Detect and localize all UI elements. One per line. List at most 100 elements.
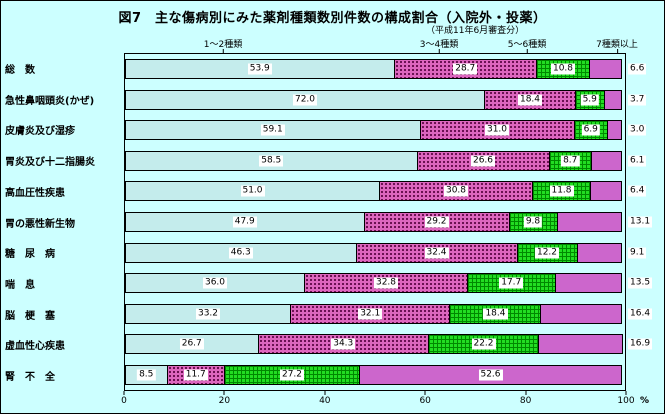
value-label: 58.5 [259, 155, 284, 167]
value-label-outside: 16.4 [628, 308, 653, 320]
value-label-outside: 16.9 [628, 338, 653, 350]
stacked-bar: 46.3 32.4 12.2 [125, 242, 625, 263]
bar-row: 13.1 47.9 29.2 9.8 [125, 207, 653, 238]
legend-item-1-2: 1～2種類 [204, 37, 242, 54]
value-label: 26.7 [179, 338, 204, 350]
bar-segment-s2: 11.7 [166, 364, 225, 385]
bar-segment-s3: 22.2 [428, 334, 539, 355]
value-label: 8.7 [561, 155, 580, 167]
value-label: 18.4 [517, 94, 543, 106]
value-label: 32.4 [424, 247, 449, 259]
bar-segment-s4 [554, 273, 622, 294]
value-label: 46.3 [228, 247, 253, 259]
value-label-outside: 6.1 [628, 155, 647, 167]
value-label: 26.6 [470, 155, 496, 167]
bar-row: 3.0 59.1 31.0 6.9 [125, 115, 647, 146]
chart-title: 図7 主な傷病別にみた薬剤種類数別件数の構成割合（入院外・投薬） [118, 11, 547, 26]
legend: 1～2種類 3～4種類 5～6種類 7種類以上 [1, 1, 664, 54]
bar-segment-s2: 29.2 [363, 212, 510, 232]
stacked-bar: 51.0 30.8 11.8 [125, 181, 625, 202]
x-axis: 0 20 40 60 80 100% [121, 391, 649, 413]
value-label: 33.2 [195, 308, 221, 320]
value-label: 9.8 [523, 216, 543, 228]
bar-segment-s2: 31.0 [419, 120, 575, 141]
value-label: 30.8 [443, 185, 469, 197]
bar-segment-s2: 32.4 [355, 242, 518, 263]
stacked-bar: 58.5 26.6 8.7 [125, 150, 625, 171]
bar-segment-s1: 36.0 [125, 273, 305, 294]
axis-tick [525, 391, 527, 395]
value-label-outside: 3.7 [628, 94, 647, 106]
axis-tick-label: 100 [617, 396, 635, 406]
bar-row: 9.1 46.3 32.4 12.2 [125, 237, 647, 268]
axis-tick [324, 391, 326, 395]
value-label: 17.7 [499, 277, 524, 289]
category-label: 総 数 [5, 64, 35, 76]
stacked-bar: 26.7 34.3 22.2 [125, 334, 625, 355]
axis-tick [223, 391, 225, 395]
bar-segment-s3: 27.2 [224, 364, 360, 385]
stacked-bar: 8.5 11.7 27.2 52.6 [125, 364, 625, 385]
axis-unit-label: % [640, 396, 650, 406]
bar-segment-s4 [538, 334, 623, 355]
category-label: 胃炎及び十二指腸炎 [5, 157, 95, 169]
category-label: 糖 尿 病 [5, 249, 55, 261]
bar-segment-s4 [576, 242, 622, 263]
axis-tick [625, 391, 627, 395]
category-label: 腎 不 全 [5, 372, 55, 384]
value-label: 31.0 [484, 124, 510, 136]
stacked-bar: 36.0 32.8 17.7 [125, 273, 625, 294]
category-label: 皮膚炎及び湿疹 [5, 126, 75, 138]
bar-segment-s3: 5.9 [575, 89, 605, 110]
bar-segment-s3: 11.8 [532, 181, 591, 202]
bar-row: 6.4 51.0 30.8 11.8 [125, 176, 647, 207]
axis-tick-label: 40 [319, 396, 331, 406]
bar-segment-s1: 46.3 [125, 242, 357, 263]
legend-item-3-4: 3～4種類 [420, 37, 458, 54]
axis-tick [123, 391, 125, 395]
legend-item-5-6: 5～6種類 [508, 37, 546, 54]
axis-tick [424, 391, 426, 395]
value-label: 11.7 [183, 369, 208, 381]
bar-segment-s2: 30.8 [379, 181, 533, 202]
bar-segment-s3: 9.8 [508, 212, 558, 232]
stacked-bar: 33.2 32.1 18.4 [125, 303, 625, 324]
bar-segment-s1: 26.7 [125, 334, 259, 355]
axis-tick-label: 80 [519, 396, 532, 406]
bar-segment-s4 [590, 181, 622, 202]
value-label: 11.8 [549, 185, 574, 197]
bar-segment-s1: 59.1 [125, 120, 421, 141]
value-label: 59.1 [260, 124, 285, 136]
bar-segment-s1: 51.0 [125, 181, 380, 202]
value-label: 34.3 [331, 338, 356, 350]
bar-segment-s2: 18.4 [484, 89, 576, 110]
bar-row: 8.5 11.7 27.2 52.6 [125, 359, 625, 390]
bar-segment-s1: 58.5 [125, 150, 418, 171]
category-label: 胃の悪性新生物 [5, 218, 75, 230]
value-label: 6.9 [581, 124, 600, 136]
bar-segment-s4: 52.6 [359, 364, 622, 385]
stacked-bar: 47.9 29.2 9.8 [125, 212, 625, 232]
value-label: 8.5 [137, 369, 156, 381]
value-label: 51.0 [240, 185, 265, 197]
category-labels: 総 数急性鼻咽頭炎(かぜ) 皮膚炎及び湿疹 胃炎及び十二指腸炎 高血圧性疾患 胃の悪性新… [5, 53, 122, 391]
value-label: 36.0 [202, 277, 228, 289]
stacked-bar: 53.9 28.7 10.8 [125, 59, 625, 80]
bar-segment-s4 [591, 150, 622, 171]
value-label: 22.2 [471, 338, 496, 350]
bar-segment-s4 [607, 120, 622, 141]
value-label: 29.2 [424, 216, 449, 228]
category-label: 高血圧性疾患 [5, 187, 65, 199]
value-label: 12.2 [534, 247, 560, 259]
bar-segment-s4 [603, 89, 622, 110]
bar-row: 6.6 53.9 28.7 10.8 [125, 54, 647, 85]
bar-segment-s3: 12.2 [516, 242, 578, 263]
value-label-outside: 6.4 [628, 185, 647, 197]
bar-segment-s4 [589, 59, 622, 80]
bar-segment-s3: 10.8 [536, 59, 590, 80]
bar-segment-s2: 32.8 [304, 273, 468, 294]
axis-tick-label: 60 [419, 396, 431, 406]
axis-tick-label: 0 [121, 396, 127, 406]
bar-segment-s2: 26.6 [416, 150, 550, 171]
